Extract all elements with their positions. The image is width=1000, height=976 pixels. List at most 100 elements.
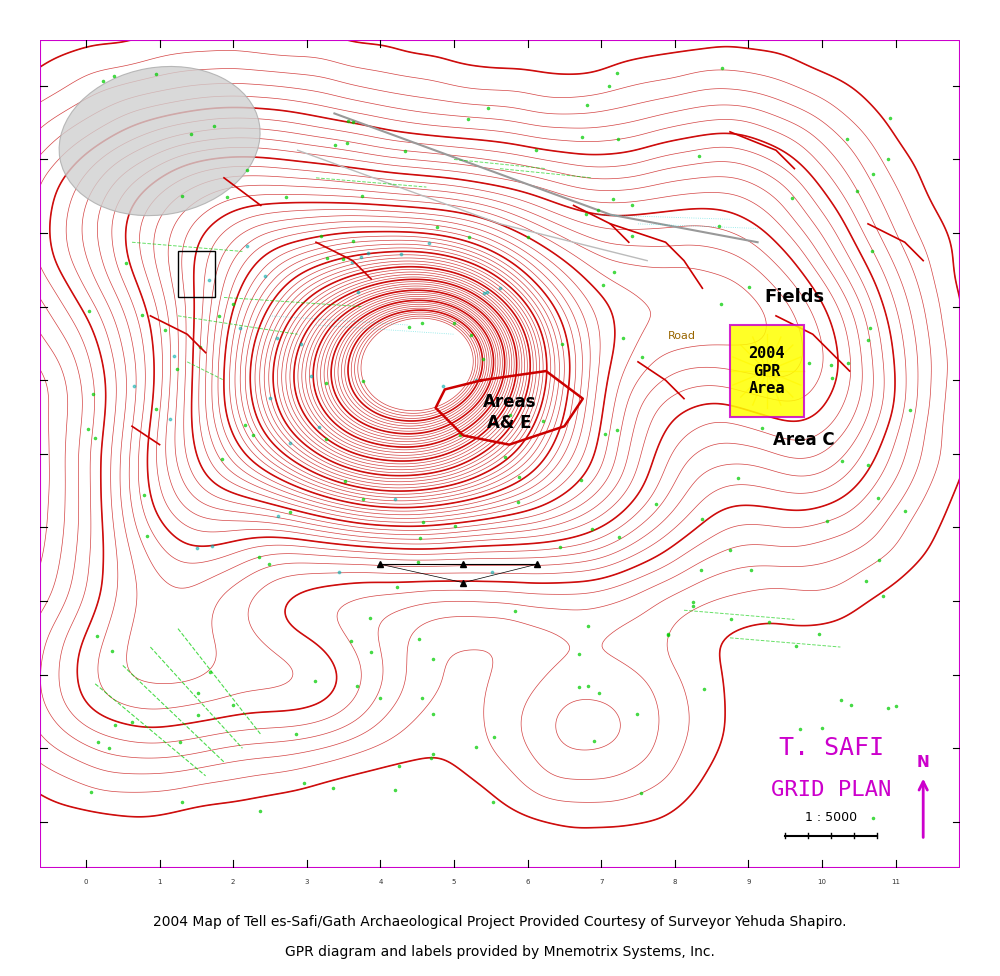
Point <box>232 321 248 337</box>
Point <box>463 327 479 343</box>
Point <box>349 678 365 694</box>
Point <box>754 421 770 436</box>
Text: GRID PLAN: GRID PLAN <box>771 780 891 799</box>
Point <box>468 373 484 388</box>
Point <box>484 564 500 580</box>
Point <box>225 698 241 713</box>
Point <box>261 556 277 572</box>
Point <box>446 315 462 331</box>
Point <box>485 793 501 809</box>
Point <box>189 540 205 555</box>
Point <box>447 518 463 534</box>
Point <box>609 423 625 438</box>
Point <box>118 256 134 271</box>
Point <box>480 101 496 116</box>
Point <box>882 110 898 126</box>
Point <box>595 277 611 293</box>
Point <box>685 598 701 614</box>
Point <box>296 776 312 792</box>
Point <box>648 497 664 512</box>
Point <box>510 494 526 509</box>
Point <box>211 307 227 323</box>
Text: Fields: Fields <box>764 289 824 306</box>
Point <box>282 435 298 451</box>
Point <box>468 739 484 754</box>
Point <box>214 451 230 467</box>
Point <box>590 202 606 218</box>
Point <box>880 700 896 715</box>
Point <box>126 378 142 393</box>
Point <box>571 679 587 695</box>
Point <box>633 786 649 801</box>
Point <box>833 693 849 709</box>
Point <box>497 449 513 465</box>
Point <box>136 487 152 503</box>
Point <box>87 430 103 446</box>
Point <box>784 190 800 206</box>
Point <box>239 162 255 178</box>
Point <box>337 473 353 489</box>
Point <box>95 73 111 89</box>
Point <box>219 189 235 205</box>
Point <box>237 417 253 432</box>
Point <box>89 629 105 644</box>
Point <box>714 61 730 76</box>
Point <box>201 271 217 287</box>
Point <box>814 720 830 736</box>
Text: 1: 1 <box>157 878 162 885</box>
Point <box>610 131 626 146</box>
Point <box>888 698 904 713</box>
Point <box>190 708 206 723</box>
Point <box>397 143 413 159</box>
Point <box>148 66 164 82</box>
Point <box>344 254 360 269</box>
Point <box>502 407 518 423</box>
Text: 0: 0 <box>84 878 88 885</box>
Point <box>611 529 627 545</box>
Point <box>660 628 676 643</box>
Point <box>325 780 341 795</box>
Text: 2: 2 <box>231 878 235 885</box>
Point <box>606 264 622 279</box>
Point <box>609 65 625 81</box>
Point <box>849 183 865 198</box>
Point <box>579 97 595 112</box>
Point <box>355 492 371 508</box>
Point <box>423 751 439 766</box>
Point <box>574 129 590 144</box>
Point <box>629 707 645 722</box>
Point <box>840 355 856 371</box>
Point <box>251 549 267 564</box>
Point <box>350 284 366 300</box>
Text: 8: 8 <box>673 878 677 885</box>
Point <box>81 304 97 319</box>
Text: T. SAFI: T. SAFI <box>779 736 884 760</box>
Point <box>713 296 729 311</box>
Point <box>101 741 117 756</box>
Text: 7: 7 <box>599 878 603 885</box>
Point <box>339 135 355 150</box>
Point <box>311 420 327 435</box>
Point <box>743 562 759 578</box>
Point <box>80 421 96 436</box>
Point <box>124 714 140 730</box>
Point <box>206 119 222 135</box>
Point <box>169 361 185 377</box>
Point <box>880 151 896 167</box>
Point <box>535 414 551 429</box>
Point <box>414 315 430 331</box>
Point <box>552 540 568 555</box>
Point <box>573 471 589 487</box>
Point <box>475 351 491 367</box>
Text: GPR diagram and labels provided by Mnemotrix Systems, Inc.: GPR diagram and labels provided by Mnemo… <box>285 945 715 958</box>
Bar <box>178 252 215 298</box>
Point <box>204 538 220 553</box>
Point <box>819 513 835 529</box>
Point <box>331 564 347 580</box>
Point <box>615 330 631 346</box>
Point <box>452 427 468 443</box>
Point <box>460 111 476 127</box>
Point <box>245 427 261 443</box>
Point <box>429 220 445 235</box>
Point <box>107 717 123 733</box>
